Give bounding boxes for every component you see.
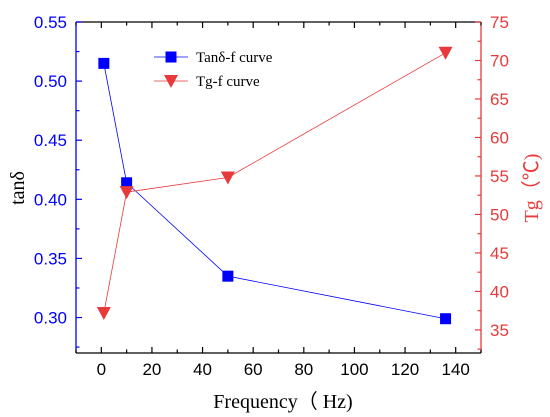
plot-frame <box>75 21 482 354</box>
left-y-tick-label: 0.45 <box>34 131 67 150</box>
x-tick-label: 20 <box>142 360 161 379</box>
x-tick-label: 60 <box>244 360 263 379</box>
x-tick-label: 140 <box>442 360 470 379</box>
right-y-axis-title: Tg（℃) <box>520 154 543 223</box>
series-layer <box>96 46 453 325</box>
triangle-marker <box>438 46 453 60</box>
square-marker <box>222 270 234 282</box>
x-tick-label: 0 <box>97 360 106 379</box>
x-axis-title: Frequency（ Hz) <box>213 390 352 413</box>
series-line <box>103 52 446 314</box>
series-1 <box>98 57 452 325</box>
right-y-tick-label: 45 <box>490 244 509 263</box>
legend-item: Tanδ-f curve <box>154 50 273 66</box>
left-y-tick-label: 0.30 <box>34 309 67 328</box>
square-marker <box>98 57 110 69</box>
right-y-tick-label: 55 <box>490 167 509 186</box>
triangle-marker <box>119 186 134 200</box>
left-y-axis-title: tanδ <box>7 171 29 205</box>
left-y-axis-ticks: 0.30 0.35 0.40 0.45 0.50 0.55 <box>34 13 82 348</box>
square-marker <box>121 177 133 189</box>
left-y-tick-label: 0.35 <box>34 249 67 268</box>
right-y-tick-label: 60 <box>490 128 509 147</box>
legend-item: Tg-f curve <box>154 74 260 90</box>
left-y-tick-label: 0.50 <box>34 72 67 91</box>
x-axis-ticks: 0 20 40 60 80 100 120 140 <box>75 22 482 379</box>
right-y-axis-ticks: 35 40 45 50 55 60 65 70 75 <box>475 13 509 350</box>
series-2 <box>96 46 453 320</box>
right-y-tick-label: 70 <box>490 51 509 70</box>
legend-marker <box>165 51 177 63</box>
x-tick-label: 40 <box>193 360 212 379</box>
legend: Tanδ-f curve Tg-f curve <box>154 50 273 90</box>
square-marker <box>440 313 452 325</box>
legend-label: Tg-f curve <box>196 74 260 90</box>
x-tick-label: 80 <box>294 360 313 379</box>
triangle-marker <box>96 306 111 320</box>
x-tick-label: 100 <box>340 360 368 379</box>
right-y-tick-label: 50 <box>490 205 509 224</box>
left-y-tick-label: 0.40 <box>34 190 67 209</box>
legend-marker <box>164 75 178 88</box>
right-y-tick-label: 35 <box>490 321 509 340</box>
left-y-tick-label: 0.55 <box>34 13 67 32</box>
series-line <box>103 63 446 320</box>
triangle-marker <box>220 171 235 185</box>
x-tick-label: 120 <box>391 360 419 379</box>
legend-label: Tanδ-f curve <box>196 50 273 66</box>
right-y-tick-label: 75 <box>490 13 509 32</box>
right-y-tick-label: 40 <box>490 282 509 301</box>
right-y-tick-label: 65 <box>490 90 509 109</box>
